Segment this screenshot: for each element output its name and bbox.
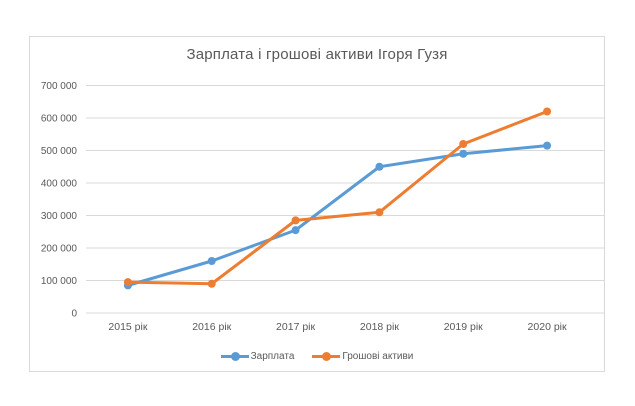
y-axis-tick-label: 400 000 xyxy=(41,179,78,190)
data-point-marker xyxy=(543,107,552,116)
legend-label-salary: Зарплата xyxy=(250,351,295,362)
data-point-marker xyxy=(207,257,216,265)
y-axis-tick-label: 600 000 xyxy=(41,114,78,125)
line-chart-plot-area: 0 100 000 200 000 300 000 400 000 500 000 600 … xyxy=(41,81,604,333)
y-axis-tick-label: 700 000 xyxy=(41,81,78,92)
y-axis-tick-label: 100 000 xyxy=(41,276,78,287)
x-axis-tick-label: 2018 рік xyxy=(360,321,399,333)
legend-item-salary: Зарплата xyxy=(220,351,295,362)
y-axis-tick-label: 200 000 xyxy=(41,244,78,255)
chart-title: Зарплата і грошові активи Ігоря Гузя xyxy=(186,46,448,63)
data-point-marker xyxy=(375,162,384,171)
data-point-marker xyxy=(459,149,468,158)
x-axis-tick-label: 2015 рік xyxy=(108,321,147,333)
x-axis-tick-label: 2017 рік xyxy=(276,321,315,333)
y-axis-tick-label: 500 000 xyxy=(41,146,78,157)
data-point-marker xyxy=(291,226,300,235)
legend-label-cash-assets: Грошові активи xyxy=(342,351,414,362)
chart-legend: Зарплата Грошові активи xyxy=(30,351,604,362)
salary-line-marker-icon xyxy=(220,352,249,361)
legend-item-cash-assets: Грошові активи xyxy=(312,351,413,362)
data-point-marker xyxy=(291,216,300,225)
data-point-marker xyxy=(459,140,468,148)
series-line-0 xyxy=(126,144,549,287)
x-axis-tick-label: 2016 рік xyxy=(192,321,231,333)
data-point-marker xyxy=(207,279,216,288)
cash-assets-line-marker-icon xyxy=(312,352,341,361)
x-axis-tick-label: 2019 рік xyxy=(444,321,483,333)
x-axis-tick-label: 2020 рік xyxy=(528,321,567,333)
data-point-marker xyxy=(375,208,384,217)
series-line-1 xyxy=(126,110,549,286)
data-point-marker xyxy=(543,141,552,150)
data-point-marker xyxy=(123,278,132,287)
y-axis-tick-label: 300 000 xyxy=(41,211,78,222)
chart-frame: Зарплата і грошові активи Ігоря Гузя 0 10… xyxy=(29,36,605,372)
y-axis-tick-label: 0 xyxy=(71,309,77,320)
